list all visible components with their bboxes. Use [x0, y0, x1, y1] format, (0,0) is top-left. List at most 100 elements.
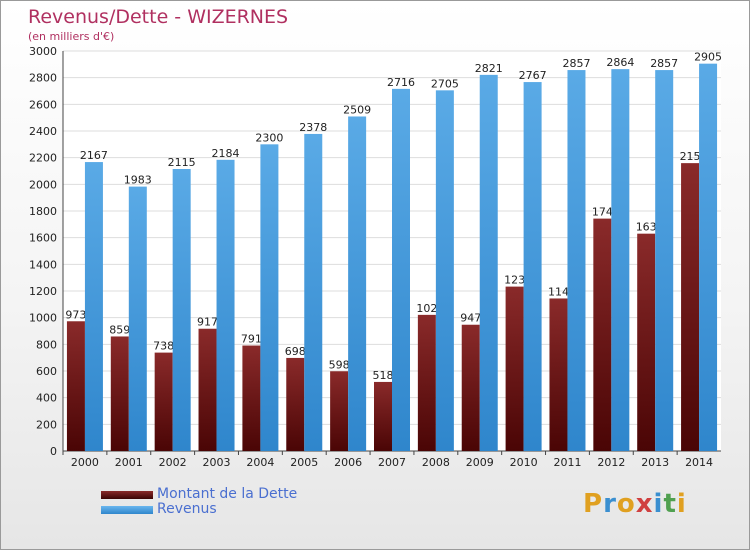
- logo-letter: r: [603, 489, 617, 519]
- bar-revenus: [348, 116, 367, 451]
- x-tick-label: 2001: [115, 456, 143, 469]
- bar-revenus: [435, 90, 454, 451]
- logo-letter: t: [663, 489, 677, 519]
- data-label-revenus: 2167: [80, 149, 108, 162]
- y-tick-label: 1000: [29, 312, 57, 325]
- x-tick-label: 2012: [597, 456, 625, 469]
- data-label-revenus: 2115: [168, 156, 196, 169]
- bar-revenus: [84, 162, 103, 452]
- x-tick-label: 2006: [334, 456, 362, 469]
- bar-dette: [593, 218, 612, 451]
- bar-dette: [681, 163, 700, 451]
- y-tick-label: 1800: [29, 205, 57, 218]
- bar-revenus: [260, 144, 279, 452]
- bar-dette: [110, 336, 129, 451]
- y-tick-label: 200: [36, 418, 57, 431]
- data-label-dette: 163: [636, 221, 657, 234]
- logo-letter: i: [676, 489, 687, 519]
- data-label-revenus: 2864: [606, 56, 634, 69]
- legend-item-dette: Montant de la Dette: [101, 487, 297, 502]
- data-label-revenus: 2509: [343, 103, 371, 116]
- data-label-revenus: 2857: [562, 57, 590, 70]
- data-label-revenus: 2705: [431, 77, 459, 90]
- bar-revenus: [216, 159, 235, 452]
- y-tick-label: 1600: [29, 232, 57, 245]
- bar-revenus: [479, 74, 498, 451]
- proxiti-logo: Proxiti: [583, 489, 687, 519]
- bar-dette: [374, 381, 392, 451]
- data-label-revenus: 2857: [650, 57, 678, 70]
- data-label-revenus: 2184: [212, 147, 240, 160]
- data-label-revenus: 2300: [255, 131, 283, 144]
- legend-swatch-dette: [101, 490, 153, 499]
- bar-dette: [198, 328, 217, 451]
- data-label-revenus: 1983: [124, 174, 152, 187]
- legend-label-revenus: Revenus: [157, 501, 217, 517]
- data-label-dette: 123: [504, 274, 525, 287]
- data-label-dette: 114: [548, 285, 569, 298]
- y-tick-label: 2600: [29, 98, 57, 111]
- bar-revenus: [523, 82, 542, 452]
- legend-item-revenus: Revenus: [101, 502, 297, 517]
- bar-dette: [417, 314, 436, 451]
- y-tick-label: 1200: [29, 285, 57, 298]
- x-tick-label: 2003: [203, 456, 231, 469]
- x-tick-label: 2009: [466, 456, 494, 469]
- y-tick-label: 2000: [29, 178, 57, 191]
- data-label-dette: 174: [592, 206, 613, 219]
- y-tick-label: 2400: [29, 125, 57, 138]
- legend: Montant de la Dette Revenus: [101, 487, 297, 517]
- y-tick-label: 1400: [29, 258, 57, 271]
- data-label-revenus: 2378: [299, 121, 327, 134]
- y-tick-label: 600: [36, 365, 57, 378]
- x-tick-label: 2004: [246, 456, 274, 469]
- data-label-dette: 215: [680, 150, 701, 163]
- data-label-revenus: 2767: [519, 69, 547, 82]
- data-label-dette: 973: [65, 308, 86, 321]
- data-label-dette: 102: [416, 302, 437, 315]
- logo-letter: o: [616, 489, 636, 519]
- bar-dette: [286, 357, 305, 451]
- y-tick-label: 800: [36, 338, 57, 351]
- y-tick-label: 400: [36, 392, 57, 405]
- x-tick-label: 2013: [641, 456, 669, 469]
- legend-swatch-revenus: [101, 505, 153, 514]
- bar-revenus: [611, 69, 630, 451]
- y-tick-label: 3000: [29, 45, 57, 58]
- x-tick-label: 2000: [71, 456, 99, 469]
- y-tick-label: 0: [50, 445, 57, 458]
- bar-revenus: [304, 133, 323, 451]
- bar-revenus: [655, 70, 674, 452]
- bar-dette: [330, 371, 349, 451]
- chart-title: Revenus/Dette - WIZERNES: [28, 6, 289, 28]
- bar-dette: [637, 233, 656, 451]
- bar-dette: [66, 321, 85, 451]
- bar-dette: [549, 298, 568, 451]
- x-tick-label: 2010: [510, 456, 538, 469]
- data-label-dette: 518: [373, 369, 394, 382]
- data-label-dette: 738: [153, 340, 174, 353]
- chart-subtitle: (en milliers d'€): [28, 30, 115, 43]
- data-label-dette: 859: [109, 323, 130, 336]
- legend-label-dette: Montant de la Dette: [157, 486, 298, 502]
- data-label-dette: 791: [241, 333, 262, 346]
- y-tick-label: 2200: [29, 152, 57, 165]
- x-tick-label: 2005: [290, 456, 318, 469]
- bar-revenus: [172, 169, 191, 451]
- data-label-revenus: 2716: [387, 76, 415, 89]
- data-label-revenus: 2821: [475, 62, 503, 75]
- logo-letter: i: [653, 489, 664, 519]
- logo-letter: x: [635, 489, 654, 519]
- x-tick-label: 2007: [378, 456, 406, 469]
- data-label-dette: 947: [460, 312, 481, 325]
- bar-revenus: [128, 186, 147, 451]
- bar-dette: [461, 324, 480, 451]
- logo-letter: P: [583, 489, 604, 519]
- bar-dette: [242, 345, 261, 451]
- data-label-dette: 917: [197, 316, 218, 329]
- x-tick-label: 2014: [685, 456, 713, 469]
- bar-revenus: [699, 63, 718, 452]
- bar-dette: [505, 286, 524, 451]
- x-tick-label: 2008: [422, 456, 450, 469]
